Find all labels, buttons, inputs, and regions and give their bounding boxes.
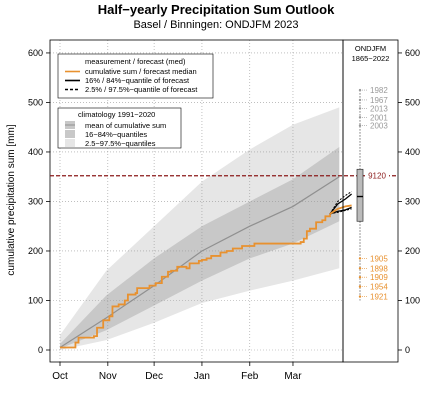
year-label: 1982 [370, 86, 388, 95]
legend-measurement: measurement / forecast (med)cumulative s… [57, 53, 214, 99]
year-label: 2013 [370, 104, 388, 113]
year-label: 1905 [370, 254, 388, 263]
x-tick-label: Nov [99, 371, 117, 382]
legend-main-box [57, 53, 214, 99]
y-tick-label: 600 [28, 48, 43, 58]
chart-title: Half−yearly Precipitation Sum Outlook [98, 2, 335, 17]
right-y-tick-label: 400 [405, 147, 420, 157]
side-panel-title: ONDJFM [355, 44, 386, 53]
right-y-tick-label: 0 [405, 345, 410, 355]
year-marker [358, 285, 362, 288]
legend-clim-swatch [65, 139, 75, 147]
side-panel-frame [342, 39, 399, 363]
year-label: 1954 [370, 283, 388, 292]
legend-clim-swatch [65, 130, 75, 138]
legend-clim-item: 2.5−97.5%−quantiles [85, 139, 156, 148]
legend-main-title: measurement / forecast (med) [85, 57, 186, 66]
chart-subtitle: Basel / Binningen: ONDJFM 2023 [133, 19, 298, 31]
y-tick-label: 200 [28, 246, 43, 256]
x-tick-label: Mar [284, 371, 302, 382]
year-label: 2003 [370, 122, 388, 131]
year-marker [358, 257, 362, 260]
year-label: 2001 [370, 113, 388, 122]
y-tick-label: 500 [28, 97, 43, 107]
side-panel-period: 1865−2022 [352, 54, 390, 63]
year-marker [358, 267, 362, 270]
y-tick-label: 300 [28, 196, 43, 206]
right-y-tick-label: 200 [405, 246, 420, 256]
legend-climatology: climatology 1991−2020 mean of cumulative … [57, 107, 182, 149]
x-tick-label: Oct [52, 371, 68, 382]
right-y-tick-label: 600 [405, 48, 420, 58]
legend-main-item: cumulative sum / forecast median [85, 67, 197, 76]
y-axis-label: cumulative precipitation sum [mm] [6, 124, 17, 275]
year-marker [358, 107, 362, 110]
year-label: 1967 [370, 96, 388, 105]
legend-clim-title: climatology 1991−2020 [78, 110, 155, 119]
y-tick-label: 0 [38, 345, 43, 355]
right-y-tick-label: 300 [405, 196, 420, 206]
x-tick-label: Feb [241, 371, 259, 382]
legend-main-item: 2.5% / 97.5%−quantile of forecast [85, 85, 198, 94]
forecast-median-line [329, 204, 352, 215]
y-tick-label: 400 [28, 147, 43, 157]
main-plot-panel: 0 100 200 300 400 500 600 Oct Nov Dec Jan Feb Mar [28, 39, 353, 382]
legend-clim-box [57, 107, 182, 149]
year-marker [358, 88, 362, 92]
year-marker [358, 116, 362, 119]
x-tick-label: Jan [194, 371, 210, 382]
year-label: 1898 [370, 264, 388, 273]
forecast-q975-line [329, 191, 352, 215]
year-marker [358, 295, 362, 298]
legend-main-item: 16% / 84%−quantile of forecast [85, 76, 190, 85]
year-label: 1921 [370, 293, 388, 302]
year-marker [358, 276, 362, 279]
current-value-label-bg [365, 170, 389, 181]
year-marker [358, 98, 362, 102]
legend-clim-item: 16−84%−quantiles [85, 130, 147, 139]
year-marker [358, 124, 362, 127]
current-value-label: 9120 [368, 172, 386, 181]
x-tick-label: Dec [145, 371, 163, 382]
legend-clim-item: mean of cumulative sum [85, 121, 166, 130]
forecast-q84-line [329, 193, 353, 215]
y-tick-label: 100 [28, 295, 43, 305]
clim-mean-line [59, 176, 340, 349]
forecast-q16-line [329, 206, 352, 215]
observed-line [60, 213, 331, 349]
clim-band-16-84 [60, 147, 340, 349]
right-y-tick-label: 500 [405, 97, 420, 107]
right-y-tick-label: 100 [405, 295, 420, 305]
year-label: 1909 [370, 273, 388, 282]
box-iqr [356, 168, 364, 222]
